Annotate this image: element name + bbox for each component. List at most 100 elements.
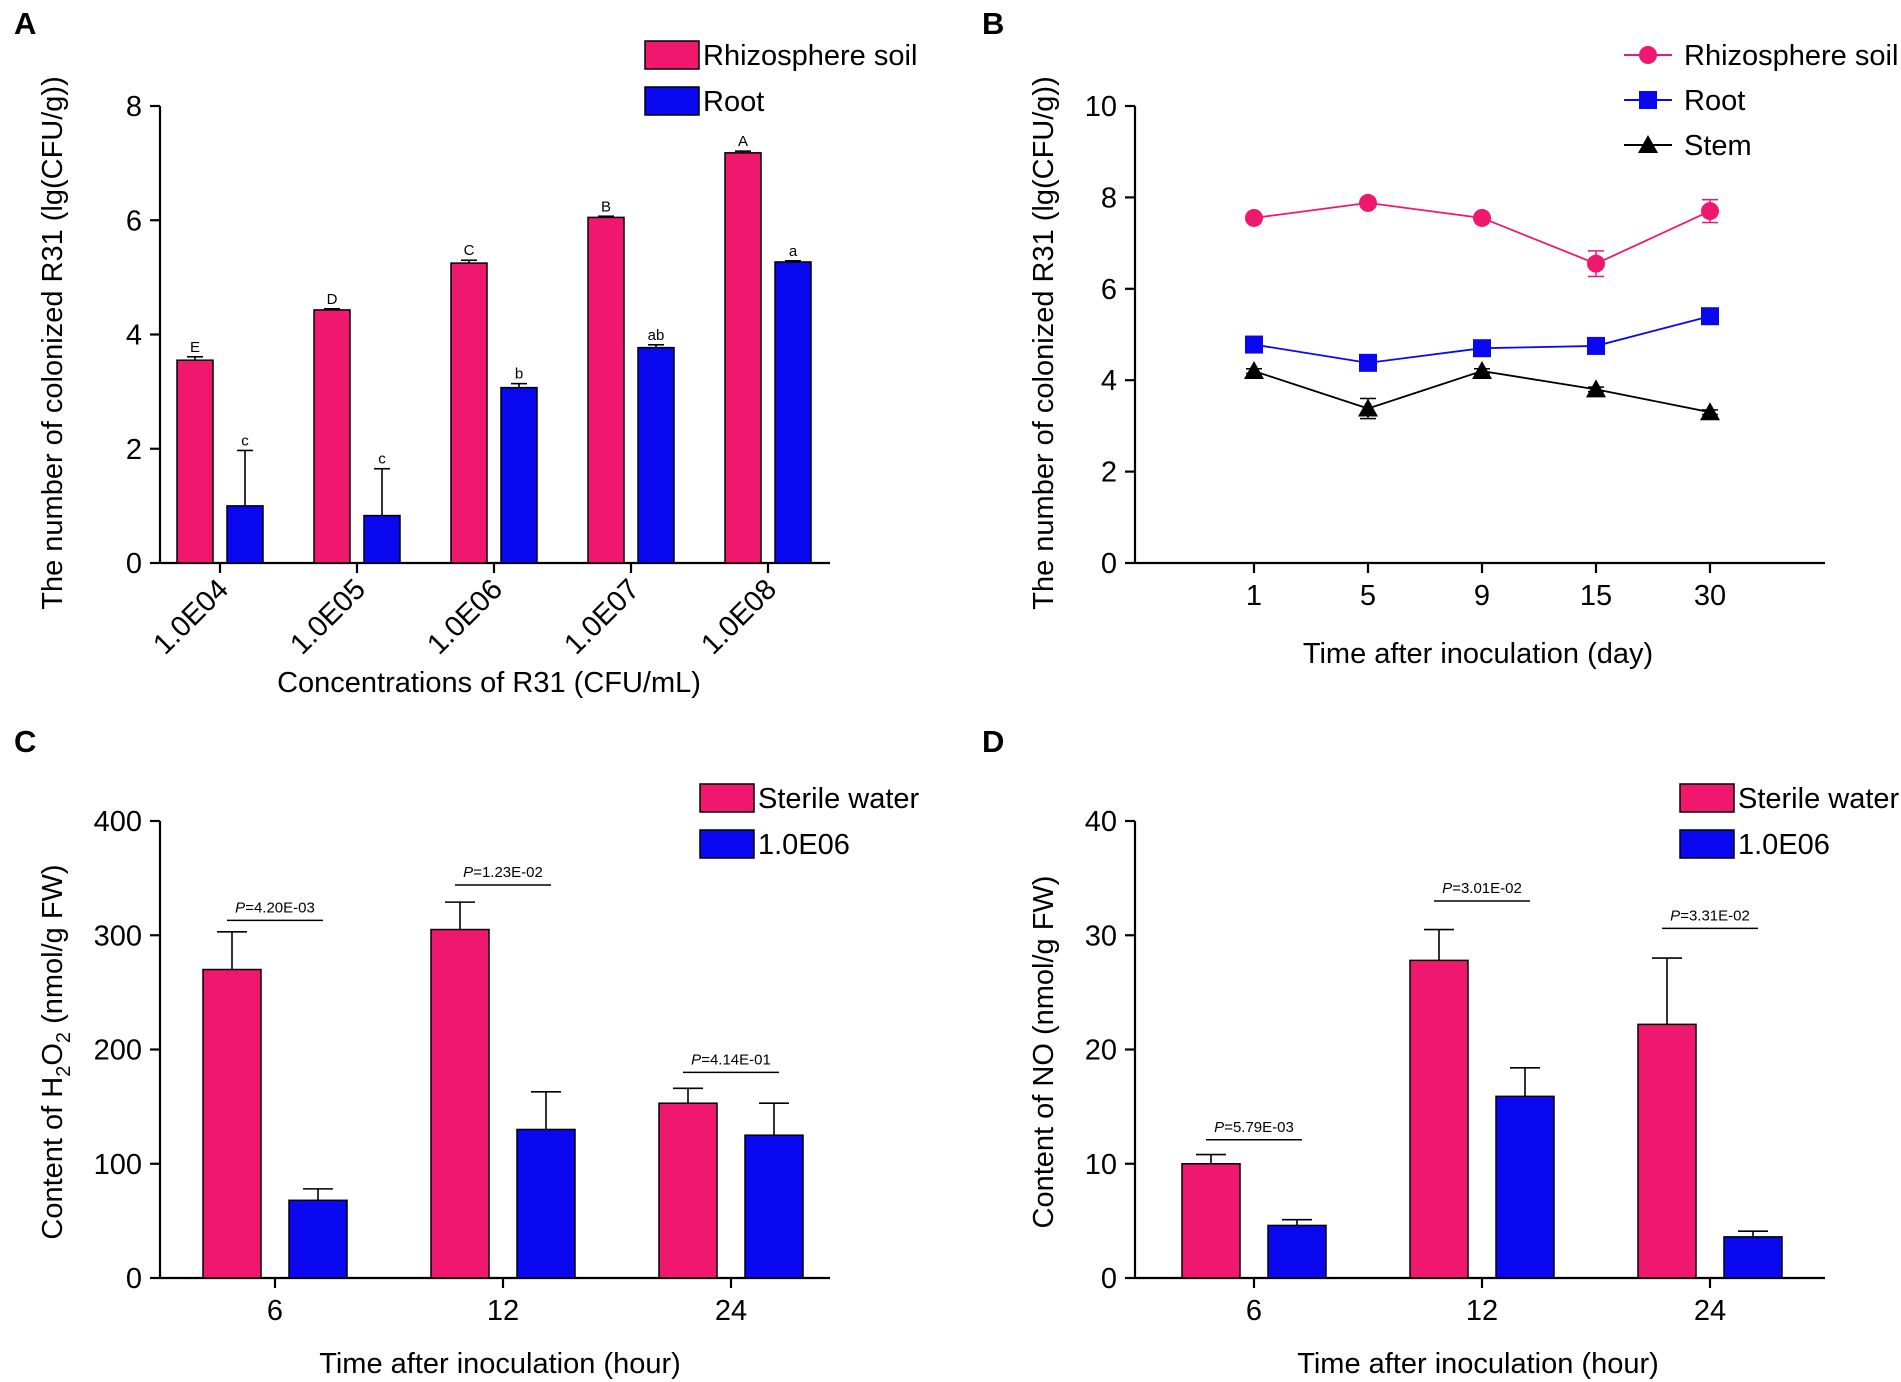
panel-b-ylabel: The number of colonized R31 (lg(CFU/g)) <box>1028 76 1060 609</box>
panel-c-ytick-label: 400 <box>94 806 142 838</box>
panel-d-legend-swatch <box>1679 829 1735 859</box>
panel-a-bar <box>450 262 488 564</box>
panel-c-bar <box>516 1128 576 1279</box>
panel-d-pvalue-number: =3.01E-02 <box>1452 880 1522 897</box>
panel-c-bar <box>658 1102 718 1279</box>
panel-b-legend-marker <box>1639 91 1657 109</box>
panel-d-pvalue-label: P=3.31E-02 <box>1670 907 1750 924</box>
panel-c-pvalue-label: P=4.14E-01 <box>691 1051 771 1068</box>
panel-a-sig-label: c <box>378 451 386 468</box>
panel-d-ytick-label: 40 <box>1085 806 1117 838</box>
panel-a-ytick-label: 4 <box>126 320 142 352</box>
panel-b-ytick-label: 4 <box>1101 365 1117 397</box>
panel-a-sig-label: A <box>738 133 748 150</box>
panel-d-ytick-label: 30 <box>1085 920 1117 952</box>
panel-b-point <box>1701 307 1719 326</box>
panel-d-bar <box>1723 1236 1783 1279</box>
panel-d-ytick-label: 10 <box>1085 1149 1117 1181</box>
panel-c-bar <box>202 968 262 1279</box>
panel-b-point <box>1587 336 1605 355</box>
panel-d-bar <box>1267 1224 1327 1279</box>
panel-b-point <box>1700 402 1720 421</box>
panel-b-point <box>1244 361 1264 380</box>
panel-a-legend-swatch <box>644 40 700 70</box>
panel-d-pvalue-symbol: P <box>1670 907 1680 924</box>
panel-b-xtick-label: 30 <box>1694 580 1726 612</box>
panel-d-pvalue-symbol: P <box>1214 1119 1224 1136</box>
panel-b-point <box>1587 254 1605 273</box>
panel-c-ylabel-sub2: 2 <box>53 1032 75 1043</box>
panel-b-legend-label: Rhizosphere soil <box>1684 40 1898 72</box>
panel-a-bar <box>176 359 214 564</box>
panel-c-ylabel-sub1: 2 <box>53 1066 75 1077</box>
panel-b-legend-marker <box>1638 135 1658 153</box>
panel-c-pvalue-number: =4.20E-03 <box>245 899 315 916</box>
panel-d-pvalue-label: P=5.79E-03 <box>1214 1119 1294 1136</box>
panel-c-legend-label: 1.0E06 <box>758 829 850 861</box>
panel-a-legend-swatch <box>644 86 700 116</box>
panel-letter-a: A <box>14 6 36 41</box>
panel-c-xtick-label: 6 <box>267 1295 283 1327</box>
panel-d-bar <box>1495 1095 1555 1279</box>
panel-c-pvalue-number: =4.14E-01 <box>701 1051 771 1068</box>
panel-a-ytick-label: 8 <box>126 91 142 123</box>
panel-d-bar <box>1181 1163 1241 1279</box>
panel-c-legend-swatch <box>699 783 755 813</box>
panel-d-pvalue-number: =3.31E-02 <box>1680 907 1750 924</box>
panel-a-ytick-label: 0 <box>126 548 142 580</box>
panel-a-sig-label: c <box>241 432 249 449</box>
panel-c-pvalue-label: P=1.23E-02 <box>463 864 543 881</box>
panel-b-point <box>1245 208 1263 227</box>
panel-c-bar <box>430 928 490 1279</box>
panel-letter-c: C <box>14 724 36 759</box>
panel-a-sig-label: C <box>464 242 475 259</box>
panel-a-bar <box>500 386 538 564</box>
panel-a-bar <box>637 346 675 564</box>
panel-d-ytick-label: 20 <box>1085 1035 1117 1067</box>
panel-d-bar <box>1409 959 1469 1279</box>
panel-a-bar <box>226 505 264 564</box>
panel-c-ytick-label: 200 <box>94 1035 142 1067</box>
panel-b-xtick-label: 1 <box>1246 580 1262 612</box>
panel-c-pvalue-symbol: P <box>463 864 473 881</box>
panel-letter-b: B <box>982 6 1004 41</box>
panel-b-legend-marker <box>1639 46 1657 64</box>
panel-b-point <box>1701 202 1719 221</box>
panel-c-chart: 01002003004006P=4.20E-0312P=1.23E-0224P=… <box>94 783 920 1327</box>
panel-c-xtick-label: 24 <box>715 1295 747 1327</box>
panel-a-sig-label: a <box>789 243 798 260</box>
panel-a-bar <box>774 261 812 564</box>
panel-a-bar <box>587 216 625 564</box>
panel-d-xtick-label: 24 <box>1694 1295 1726 1327</box>
panel-c-ytick-label: 0 <box>126 1263 142 1295</box>
panel-a-xtick-label: 1.0E08 <box>695 573 783 661</box>
panel-a-sig-label: E <box>190 339 200 356</box>
panel-c-ylabel-mid: O <box>37 1043 69 1066</box>
panel-b-ytick-label: 10 <box>1085 91 1117 123</box>
panel-a-bar <box>724 152 762 564</box>
panel-d-bar <box>1637 1023 1697 1279</box>
panel-a-legend-label: Root <box>703 86 764 118</box>
panel-c-ytick-label: 300 <box>94 920 142 952</box>
panel-d-xlabel: Time after inoculation (hour) <box>1297 1348 1659 1380</box>
panel-b-legend-label: Stem <box>1684 130 1752 162</box>
panel-c-pvalue-number: =1.23E-02 <box>473 864 543 881</box>
panel-b-point <box>1473 339 1491 358</box>
panel-a-sig-label: D <box>327 291 338 308</box>
panel-d-pvalue-label: P=3.01E-02 <box>1442 880 1522 897</box>
panel-d-pvalue-symbol: P <box>1442 880 1452 897</box>
panel-c-ylabel: Content of H2O2 (nmol/g FW) <box>37 864 75 1239</box>
panel-b-xtick-label: 5 <box>1360 580 1376 612</box>
panel-d-legend-swatch <box>1679 783 1735 813</box>
panel-a-chart: 0 2 4 6 8 1.0E04 Ec 1.0E05 Dc 1.0E06 Cb 1.0E07 Bab 1.… <box>126 40 918 661</box>
panel-a-xlabel: Concentrations of R31 (CFU/mL) <box>277 667 701 699</box>
panel-b-point <box>1473 208 1491 227</box>
panel-c-xtick-label: 12 <box>487 1295 519 1327</box>
panel-b-legend-label: Root <box>1684 85 1745 117</box>
panel-a-legend-label: Rhizosphere soil <box>703 40 917 72</box>
panel-a-xtick-label: 1.0E06 <box>421 573 509 661</box>
panel-d-pvalue-number: =5.79E-03 <box>1224 1119 1294 1136</box>
panel-a-ylabel: The number of colonized R31 (lg(CFU/g)) <box>37 76 69 609</box>
